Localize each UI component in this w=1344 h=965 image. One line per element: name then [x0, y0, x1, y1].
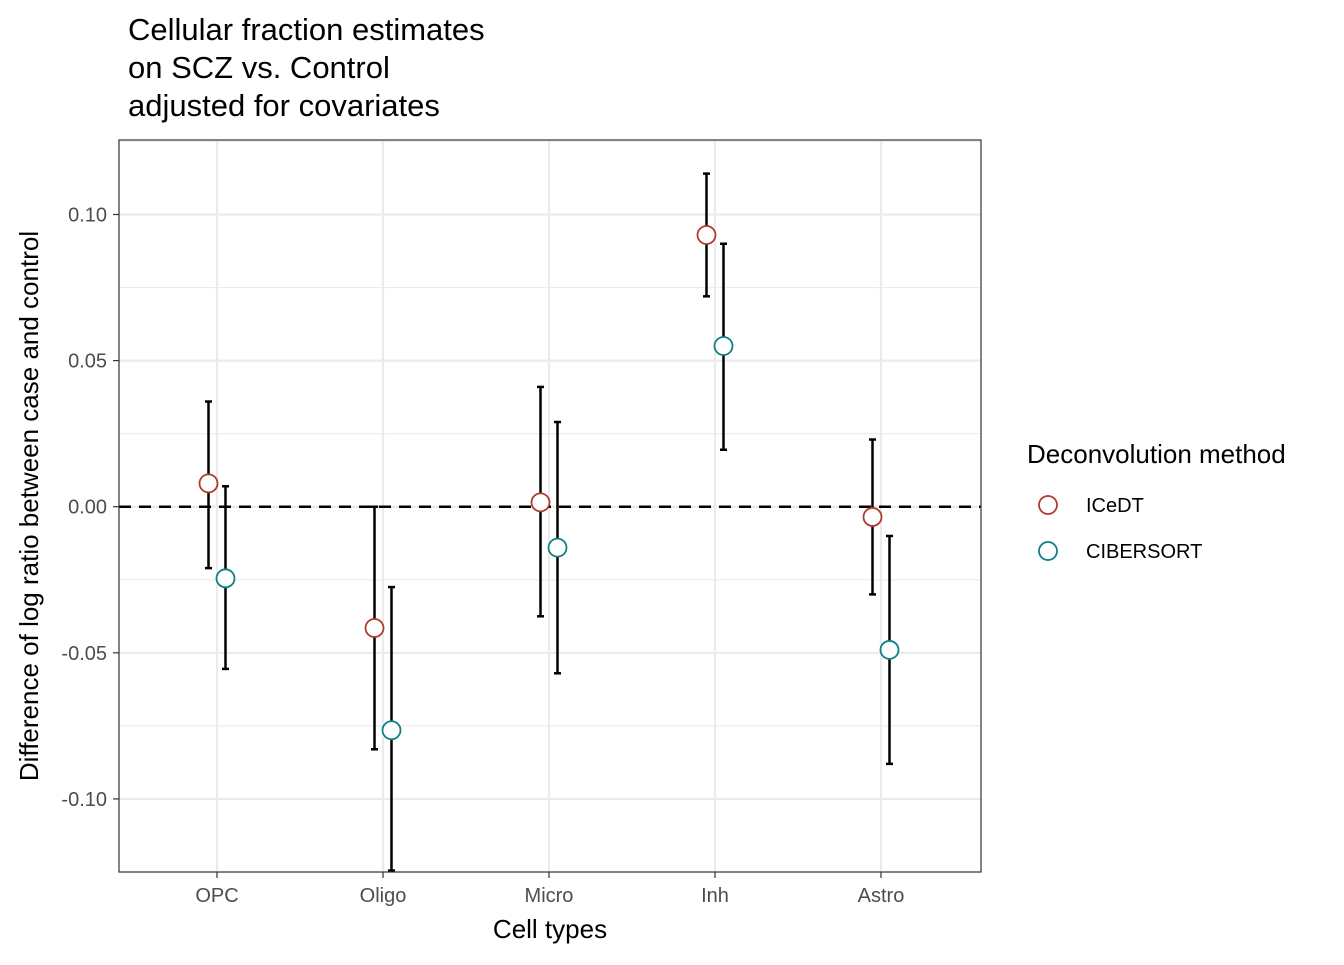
- point-icedt-opc: [198, 473, 219, 494]
- x-axis: OPC Oligo Micro Inh Astro: [195, 872, 904, 907]
- point-icedt-inh: [696, 225, 717, 245]
- y-axis: 0.10 0.05 0.00 -0.05 -0.10: [61, 205, 119, 811]
- legend: Deconvolution method ICeDT CIBERSORT: [1027, 439, 1286, 563]
- y-tick-label: 0.05: [68, 351, 107, 373]
- legend-label-cibersort: CIBERSORT: [1086, 541, 1202, 563]
- legend-label-icedt: ICeDT: [1086, 495, 1144, 517]
- x-tick-label: Inh: [701, 885, 729, 907]
- y-tick-label: 0.10: [68, 205, 107, 227]
- point-icedt-astro: [862, 507, 883, 527]
- x-tick-label: Oligo: [360, 885, 407, 907]
- data-points: [198, 225, 900, 741]
- point-cibersort-opc: [215, 568, 236, 589]
- y-tick-label: -0.10: [61, 789, 107, 811]
- y-tick-label: 0.00: [68, 497, 107, 519]
- chart-title: Cellular fraction estimates on SCZ vs. C…: [128, 12, 485, 123]
- chart-title-line-2: on SCZ vs. Control: [128, 50, 390, 85]
- legend-key-icedt: [1038, 495, 1058, 515]
- y-tick-label: -0.05: [61, 643, 107, 665]
- x-tick-label: OPC: [195, 885, 238, 907]
- x-tick-label: Astro: [858, 885, 905, 907]
- chart-title-line-3: adjusted for covariates: [128, 88, 440, 123]
- point-cibersort-inh: [713, 336, 734, 356]
- y-axis-title: Difference of log ratio between case and…: [14, 231, 44, 781]
- legend-title: Deconvolution method: [1027, 439, 1286, 469]
- x-tick-label: Micro: [525, 885, 574, 907]
- point-cibersort-micro: [547, 537, 568, 558]
- point-icedt-micro: [530, 492, 551, 513]
- x-axis-title: Cell types: [493, 914, 607, 944]
- point-cibersort-astro: [879, 640, 900, 660]
- chart-title-line-1: Cellular fraction estimates: [128, 12, 485, 47]
- plot-panel-border: [118, 139, 982, 873]
- legend-items: ICeDT CIBERSORT: [1038, 495, 1202, 563]
- point-icedt-oligo: [364, 618, 385, 638]
- point-cibersort-oligo: [381, 720, 402, 741]
- legend-key-cibersort: [1038, 541, 1058, 561]
